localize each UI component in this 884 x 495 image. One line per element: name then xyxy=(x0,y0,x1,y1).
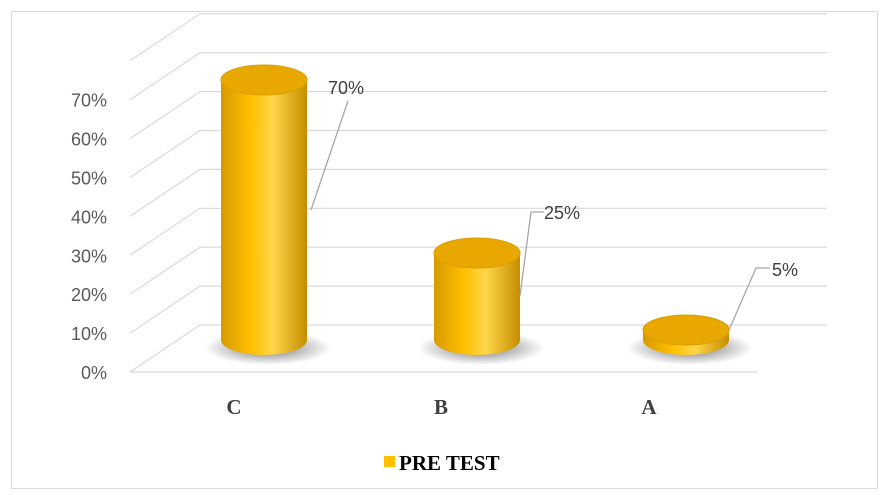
gridline xyxy=(129,129,827,178)
y-tick-label: 0% xyxy=(81,363,107,383)
gridline xyxy=(129,91,827,140)
bar-top xyxy=(220,64,308,96)
gridline xyxy=(129,13,827,62)
gridline xyxy=(129,285,827,334)
legend-swatch xyxy=(384,456,395,467)
bar-top xyxy=(642,314,730,346)
data-label: 5% xyxy=(772,260,798,280)
y-axis-ticks: 0% 10% 20% 30% 40% 50% 60% 70% xyxy=(71,91,107,383)
gridline xyxy=(129,52,827,101)
y-tick-label: 20% xyxy=(71,285,107,305)
legend-label: PRE TEST xyxy=(399,451,500,475)
data-label: 70% xyxy=(328,78,364,98)
data-label-leader xyxy=(310,100,349,211)
y-tick-label: 10% xyxy=(71,324,107,344)
bars xyxy=(205,64,753,365)
y-tick-label: 30% xyxy=(71,246,107,266)
y-tick-label: 60% xyxy=(71,130,107,150)
data-label: 25% xyxy=(544,203,580,223)
gridline xyxy=(129,324,827,373)
data-label-leader xyxy=(728,267,770,331)
legend: PRE TEST xyxy=(384,451,500,475)
bar-cylinder xyxy=(434,253,520,355)
data-label-leader xyxy=(519,211,544,297)
bar-top xyxy=(433,237,521,269)
x-category-label: C xyxy=(226,395,241,419)
bar-cylinder xyxy=(221,80,307,355)
gridline xyxy=(129,168,827,217)
gridline xyxy=(129,207,827,256)
x-category-label: B xyxy=(434,395,448,419)
y-tick-label: 50% xyxy=(71,169,107,189)
gridlines xyxy=(129,13,827,373)
y-tick-label: 70% xyxy=(71,91,107,111)
y-tick-label: 40% xyxy=(71,207,107,227)
gridline xyxy=(129,246,827,295)
data-labels: 70% 25% 5% xyxy=(310,78,798,331)
x-category-label: A xyxy=(641,395,657,419)
